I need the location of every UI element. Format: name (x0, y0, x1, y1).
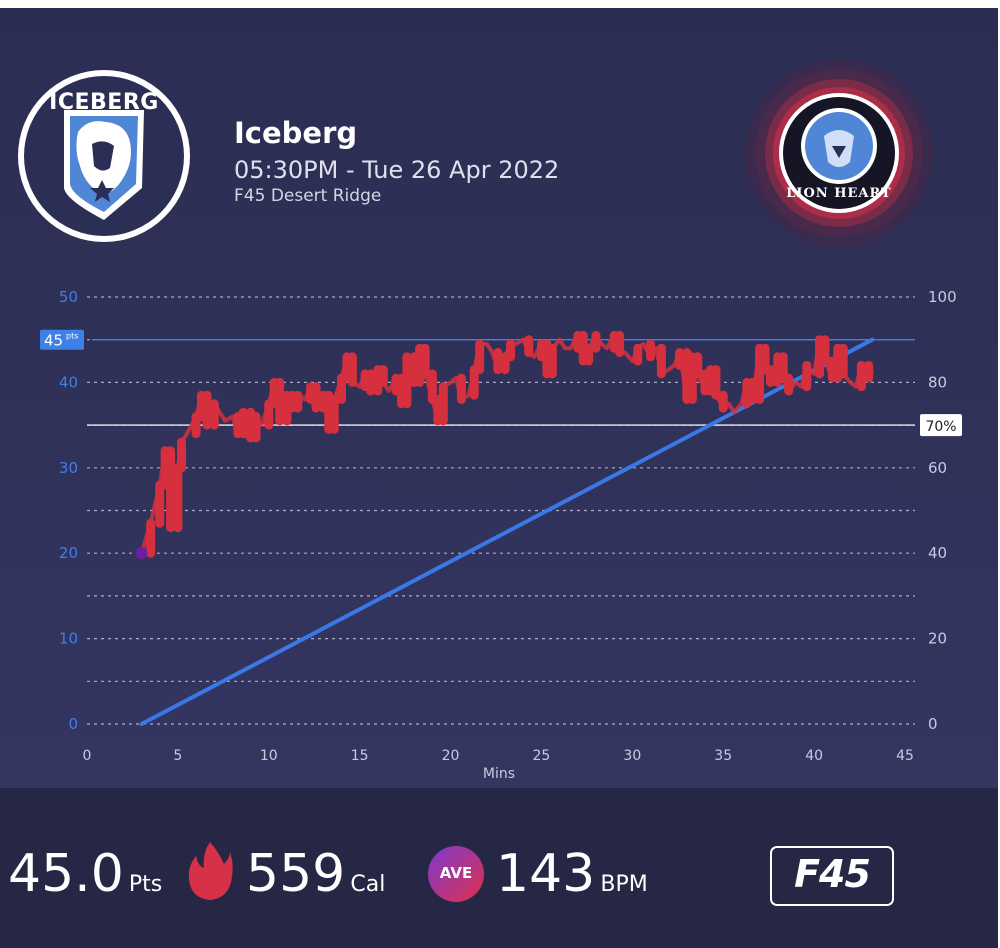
x-axis-tick-label: 40 (805, 748, 823, 764)
points-stat: 45.0 Pts (8, 844, 162, 904)
threshold-badge (920, 414, 962, 437)
x-axis-tick-label: 35 (714, 748, 732, 764)
f45-logo-text: F45 (794, 852, 871, 896)
right-axis-tick-label: 100 (928, 288, 957, 306)
bpm-stat: 143 BPM (496, 844, 648, 904)
opponent-logo: LION HEART (744, 58, 934, 248)
x-axis-tick-label: 20 (442, 748, 460, 764)
workout-title: Iceberg (234, 116, 358, 150)
calories-value: 559 (246, 844, 346, 904)
left-axis-tick-label: 50 (59, 288, 78, 306)
points-target-unit: pts (66, 332, 78, 341)
x-axis-tick-label: 0 (83, 748, 92, 764)
left-axis-tick-label: 40 (59, 373, 78, 391)
workout-datetime: 05:30PM - Tue 26 Apr 2022 (234, 156, 560, 184)
points-unit: Pts (128, 872, 163, 897)
right-axis-tick-label: 80 (928, 373, 947, 391)
lion-icon (745, 59, 933, 247)
workout-card: ICEBERG Iceberg 05:30PM - Tue 26 Apr 202… (0, 8, 998, 948)
left-axis-tick-label: 30 (59, 459, 78, 477)
heart-rate-chart: 0 10 20 30 40 50 0 20 40 60 80 100 0 5 10 15 20 25 30 35 40 4… (40, 288, 962, 782)
left-axis-tick-label: 10 (59, 630, 78, 648)
x-axis-title: Mins (483, 766, 515, 782)
threshold-label: 70% (925, 419, 956, 435)
right-axis-tick-label: 20 (928, 630, 947, 648)
team-logo-text: ICEBERG (49, 90, 159, 115)
points-target-label: 45 (44, 332, 63, 350)
x-axis-tick-label: 15 (351, 748, 369, 764)
right-axis-tick-label: 60 (928, 459, 947, 477)
team-logo: ICEBERG (18, 70, 190, 242)
calories-unit: Cal (350, 872, 386, 897)
average-label: AVE (439, 864, 473, 882)
f45-logo: F45 (770, 846, 894, 906)
calories-stat: 559 Cal (246, 844, 385, 904)
bpm-unit: BPM (600, 872, 648, 897)
heart-rate-start-marker (135, 547, 148, 560)
left-axis-tick-label: 0 (68, 715, 78, 733)
flame-icon (188, 842, 233, 900)
x-axis-tick-label: 5 (173, 748, 182, 764)
points-value: 45.0 (8, 844, 124, 904)
x-axis-tick-label: 25 (533, 748, 551, 764)
x-axis-tick-label: 45 (896, 748, 914, 764)
points-target-badge (40, 329, 84, 350)
right-axis-tick-label: 40 (928, 544, 947, 562)
left-axis-tick-label: 20 (59, 544, 78, 562)
bpm-value: 143 (496, 844, 596, 904)
x-axis-tick-label: 10 (260, 748, 278, 764)
stats-footer (0, 788, 998, 948)
studio-location: F45 Desert Ridge (234, 186, 382, 206)
average-badge: AVE (428, 846, 484, 902)
right-axis-tick-label: 0 (928, 715, 938, 733)
opponent-logo-text: LION HEART (786, 186, 892, 201)
x-axis-tick-label: 30 (623, 748, 641, 764)
bear-icon (64, 110, 144, 220)
